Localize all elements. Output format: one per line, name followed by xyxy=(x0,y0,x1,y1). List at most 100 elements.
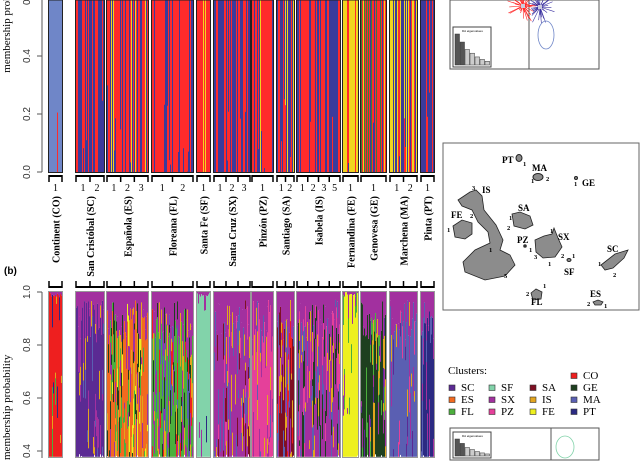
bar-segment xyxy=(309,292,311,313)
bar-segment xyxy=(167,355,169,435)
legend-label: SC xyxy=(461,382,474,394)
bar-segment xyxy=(107,413,109,431)
group-label: Floreana (FL) xyxy=(169,196,180,256)
individual-bar xyxy=(323,0,325,172)
bar-segment xyxy=(333,342,335,354)
bar-segment xyxy=(51,412,53,457)
bar-segment xyxy=(248,367,250,380)
bar-segment xyxy=(87,442,89,457)
bar-segment xyxy=(82,343,84,442)
bar-segment xyxy=(233,292,235,324)
bar-segment xyxy=(179,337,181,345)
bar-segment xyxy=(289,332,291,348)
bar-segment xyxy=(84,417,86,457)
bar-segment xyxy=(58,334,60,399)
dapc-point-link xyxy=(520,0,524,7)
bar-segment xyxy=(88,390,90,410)
bar-segment xyxy=(356,420,358,457)
legend-swatch xyxy=(488,384,496,391)
bar-segment xyxy=(108,447,110,457)
bar-segment xyxy=(392,426,394,457)
pop-number: 1 xyxy=(394,183,399,194)
bar-segment xyxy=(229,336,231,346)
bar-segment xyxy=(316,423,318,457)
bar-segment xyxy=(410,392,412,422)
bar-group-a: 1 xyxy=(342,0,359,194)
bar-segment xyxy=(424,411,426,457)
individual-bar xyxy=(57,0,59,172)
bar-segment xyxy=(110,401,112,430)
individual-bar xyxy=(412,0,414,172)
bar-segment xyxy=(247,429,249,447)
bar-segment xyxy=(270,292,272,306)
bar-segment xyxy=(170,423,172,457)
bar-segment xyxy=(310,380,312,427)
bar-segment xyxy=(307,354,309,367)
bar-segment xyxy=(100,425,102,455)
bar-segment xyxy=(157,418,159,432)
dapc-point-link xyxy=(509,5,524,8)
legend-swatch xyxy=(488,396,496,403)
bar-segment xyxy=(164,420,166,457)
bar-segment xyxy=(129,370,131,405)
bar-segment xyxy=(368,414,370,457)
bar-segment xyxy=(174,302,176,337)
bar-segment xyxy=(347,292,349,295)
bar-segment xyxy=(325,423,327,442)
bar-segment xyxy=(403,358,405,393)
bar-segment xyxy=(192,383,194,418)
bar-segment xyxy=(180,336,182,368)
bar-segment xyxy=(134,424,136,457)
bar-segment xyxy=(397,327,399,360)
bar-segment xyxy=(301,448,303,457)
bar-segment xyxy=(278,329,280,348)
legend-label: ES xyxy=(461,394,474,406)
bar-segment xyxy=(52,415,54,430)
individual-bar xyxy=(192,0,194,172)
bar-segment xyxy=(169,432,171,457)
bar-segment xyxy=(191,397,193,427)
individual-bar xyxy=(357,0,359,172)
bar-segment xyxy=(216,439,218,448)
bar-segment xyxy=(52,294,54,328)
bar-segment xyxy=(220,364,222,420)
bar-segment xyxy=(258,438,260,457)
individual-bar xyxy=(396,0,398,172)
bar-segment xyxy=(375,313,377,342)
bar-segment xyxy=(76,307,78,350)
bar-segment xyxy=(299,319,301,342)
bar-segment xyxy=(136,374,138,411)
island-pop-label: 1 xyxy=(529,247,532,254)
bar-segment xyxy=(307,402,309,457)
bar-segment xyxy=(374,434,376,457)
bar-segment xyxy=(228,382,230,421)
bar-segment xyxy=(269,442,271,457)
bar-segment xyxy=(422,292,424,332)
bar-segment xyxy=(223,440,225,452)
bar-segment xyxy=(355,317,357,357)
legend-swatch xyxy=(570,372,578,379)
individual-bar xyxy=(187,0,189,172)
bar-segment xyxy=(324,292,326,330)
bar-segment xyxy=(325,441,327,457)
bar-segment xyxy=(61,424,63,457)
individual-bar xyxy=(252,0,254,172)
bar-segment xyxy=(426,379,428,411)
individual-bar xyxy=(173,0,175,172)
bar-segment xyxy=(130,292,132,309)
bar-segment xyxy=(256,352,258,457)
bar-segment xyxy=(86,447,88,457)
bar-segment xyxy=(261,377,263,457)
individual-bar xyxy=(214,0,216,172)
bar-segment xyxy=(249,336,251,359)
bar-segment xyxy=(303,319,305,332)
bar-segment xyxy=(76,348,78,457)
bar-segment xyxy=(145,329,147,341)
individual-bar xyxy=(311,0,313,172)
individual-bar xyxy=(129,0,131,172)
bar-segment xyxy=(327,370,329,457)
bar-segment xyxy=(356,312,358,376)
bar-segment xyxy=(129,346,131,372)
bar-segment xyxy=(49,448,51,457)
